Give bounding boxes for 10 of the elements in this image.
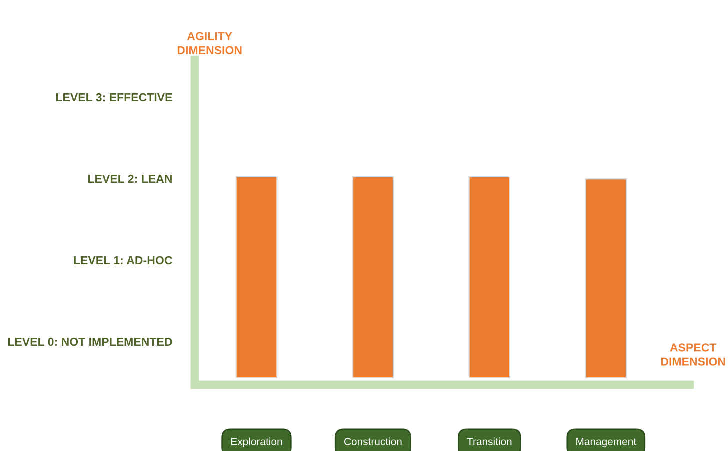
x-tick-label: Exploration: [232, 438, 282, 448]
text: AGILITY DIMENSION: [178, 32, 242, 54]
x-tick-label: Construction: [344, 438, 402, 446]
text: LEVEL 1: AD-HOC: [74, 256, 172, 265]
x-axis-title: ASPECT DIMENSION: [661, 344, 726, 366]
text: LEVEL 3: EFFECTIVE: [56, 93, 172, 102]
text: LEVEL 0: NOT IMPLEMENTED: [8, 338, 172, 346]
x-tick-label: Transition: [467, 438, 512, 446]
x-tick-label: Management: [576, 438, 636, 448]
text: LEVEL 2: LEAN: [88, 174, 172, 183]
